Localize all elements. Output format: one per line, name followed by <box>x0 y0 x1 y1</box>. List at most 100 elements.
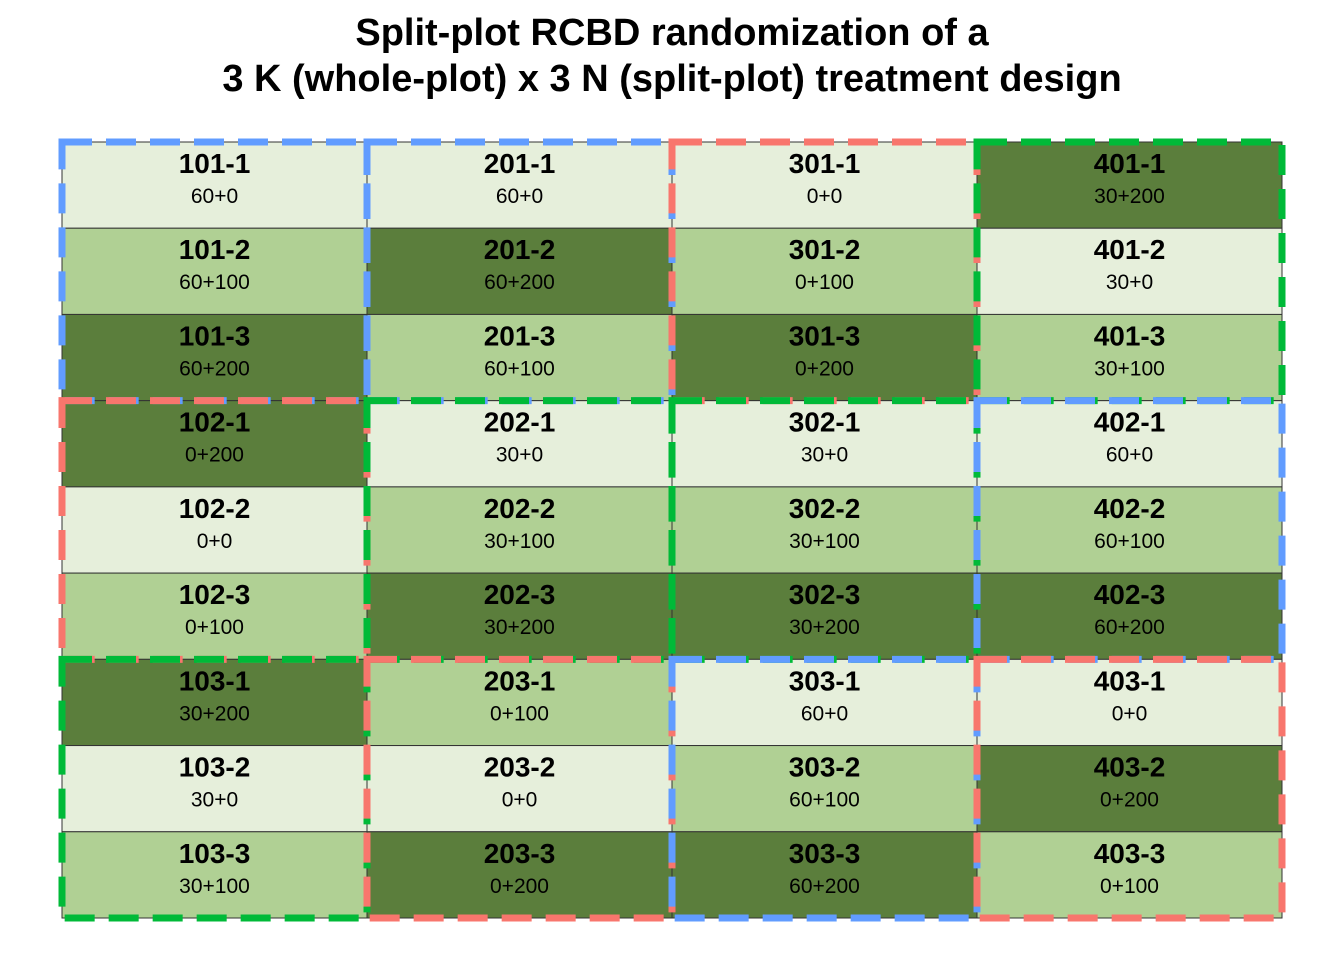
treatment-label: 0+100 <box>490 702 549 725</box>
plot-id-label: 202-1 <box>484 407 556 438</box>
plot-fill <box>366 486 673 574</box>
treatment-label: 60+100 <box>789 789 860 812</box>
treatment-label: 0+0 <box>807 185 843 208</box>
plot-fill <box>366 745 673 833</box>
plot-fill <box>61 658 368 747</box>
plot-cell: 102-3 0+100 <box>61 572 368 660</box>
plot-id-label: 302-1 <box>789 407 861 438</box>
plot-cell: 302-3 30+200 <box>671 572 978 660</box>
treatment-label: 60+100 <box>1094 530 1165 553</box>
treatment-label: 60+200 <box>789 875 860 898</box>
plot-fill <box>61 313 368 402</box>
plot-cell: 201-1 60+0 <box>366 141 673 229</box>
plot-fill <box>976 745 1283 833</box>
plot-cell: 302-2 30+100 <box>671 486 978 574</box>
plot-cell: 103-3 30+100 <box>61 831 368 919</box>
plot-cell: 202-2 30+100 <box>366 486 673 574</box>
plot-id-label: 202-2 <box>484 493 556 524</box>
plot-cell: 203-2 0+0 <box>366 745 673 833</box>
plot-id-label: 201-1 <box>484 148 556 179</box>
plot-id-label: 202-3 <box>484 579 556 610</box>
plot-fill <box>366 227 673 315</box>
plot-cell: 102-2 0+0 <box>61 486 368 574</box>
plot-id-label: 203-3 <box>484 838 556 869</box>
plot-cell: 401-3 30+100 <box>976 313 1283 402</box>
plot-id-label: 101-3 <box>179 320 251 351</box>
whole-plot-outline <box>973 655 1286 922</box>
treatment-label: 0+200 <box>185 444 244 467</box>
plot-id-label: 302-3 <box>789 579 861 610</box>
plot-fill <box>671 141 978 229</box>
treatment-label: 30+0 <box>191 789 238 812</box>
treatment-label: 30+0 <box>496 444 543 467</box>
plot-cell: 303-3 60+200 <box>671 831 978 919</box>
plot-id-label: 402-1 <box>1094 407 1166 438</box>
plot-cell: 202-3 30+200 <box>366 572 673 660</box>
plot-cell: 301-2 0+100 <box>671 227 978 315</box>
plot-cell: 101-1 60+0 <box>61 141 368 229</box>
plot-id-label: 303-1 <box>789 665 861 696</box>
plot-fill <box>671 572 978 660</box>
treatment-label: 60+200 <box>484 271 555 294</box>
plot-fill <box>366 831 673 919</box>
treatment-label: 60+200 <box>1094 616 1165 639</box>
plot-fill <box>976 227 1283 315</box>
plot-fill <box>61 227 368 315</box>
plot-cell: 403-2 0+200 <box>976 745 1283 833</box>
plot-fill <box>976 572 1283 660</box>
plot-fill <box>61 572 368 660</box>
treatment-label: 0+200 <box>1100 789 1159 812</box>
plot-fill <box>976 486 1283 574</box>
plot-fill <box>366 400 673 488</box>
plot-fill <box>61 486 368 574</box>
treatment-label: 60+0 <box>191 185 238 208</box>
plot-id-label: 301-1 <box>789 148 861 179</box>
plot-id-label: 403-1 <box>1094 665 1166 696</box>
treatment-label: 0+100 <box>795 271 854 294</box>
plot-id-label: 401-1 <box>1094 148 1166 179</box>
plot-fill <box>671 486 978 574</box>
plot-cell: 402-3 60+200 <box>976 572 1283 660</box>
treatment-label: 30+200 <box>789 616 860 639</box>
treatment-label: 60+0 <box>1106 444 1153 467</box>
plot-cell: 103-1 30+200 <box>61 658 368 747</box>
plot-fill <box>366 572 673 660</box>
plot-id-label: 203-1 <box>484 665 556 696</box>
plot-cell: 301-3 0+200 <box>671 313 978 402</box>
treatment-label: 0+200 <box>490 875 549 898</box>
plot-cell: 202-1 30+0 <box>366 400 673 488</box>
plot-fill <box>61 831 368 919</box>
plot-id-label: 102-2 <box>179 493 251 524</box>
plot-fill <box>671 831 978 919</box>
plot-cell: 103-2 30+0 <box>61 745 368 833</box>
plot-fill <box>671 313 978 402</box>
plot-fill <box>366 658 673 747</box>
plot-id-label: 101-1 <box>179 148 251 179</box>
plot-id-label: 102-3 <box>179 579 251 610</box>
plot-fill <box>366 313 673 402</box>
plot-cell: 303-1 60+0 <box>671 658 978 747</box>
plot-id-label: 201-2 <box>484 234 556 265</box>
plot-cell: 301-1 0+0 <box>671 141 978 229</box>
treatment-label: 30+100 <box>789 530 860 553</box>
plot-cell: 402-1 60+0 <box>976 400 1283 488</box>
treatment-label: 60+0 <box>496 185 543 208</box>
treatment-label: 30+200 <box>179 702 250 725</box>
plot-id-label: 103-3 <box>179 838 251 869</box>
plot-cell: 102-1 0+200 <box>61 400 368 488</box>
treatment-label: 0+200 <box>795 357 854 380</box>
plot-id-label: 301-2 <box>789 234 861 265</box>
plot-fill <box>61 745 368 833</box>
plot-fill <box>976 313 1283 402</box>
whole-plot-outlines <box>58 138 1286 922</box>
treatment-label: 30+200 <box>484 616 555 639</box>
title-line-1: Split-plot RCBD randomization of a <box>355 12 989 54</box>
plot-id-label: 402-2 <box>1094 493 1166 524</box>
plot-id-label: 401-2 <box>1094 234 1166 265</box>
plot-id-label: 401-3 <box>1094 320 1166 351</box>
plot-id-label: 201-3 <box>484 320 556 351</box>
plot-fill <box>671 227 978 315</box>
treatment-label: 30+0 <box>1106 271 1153 294</box>
treatment-label: 0+0 <box>502 789 538 812</box>
